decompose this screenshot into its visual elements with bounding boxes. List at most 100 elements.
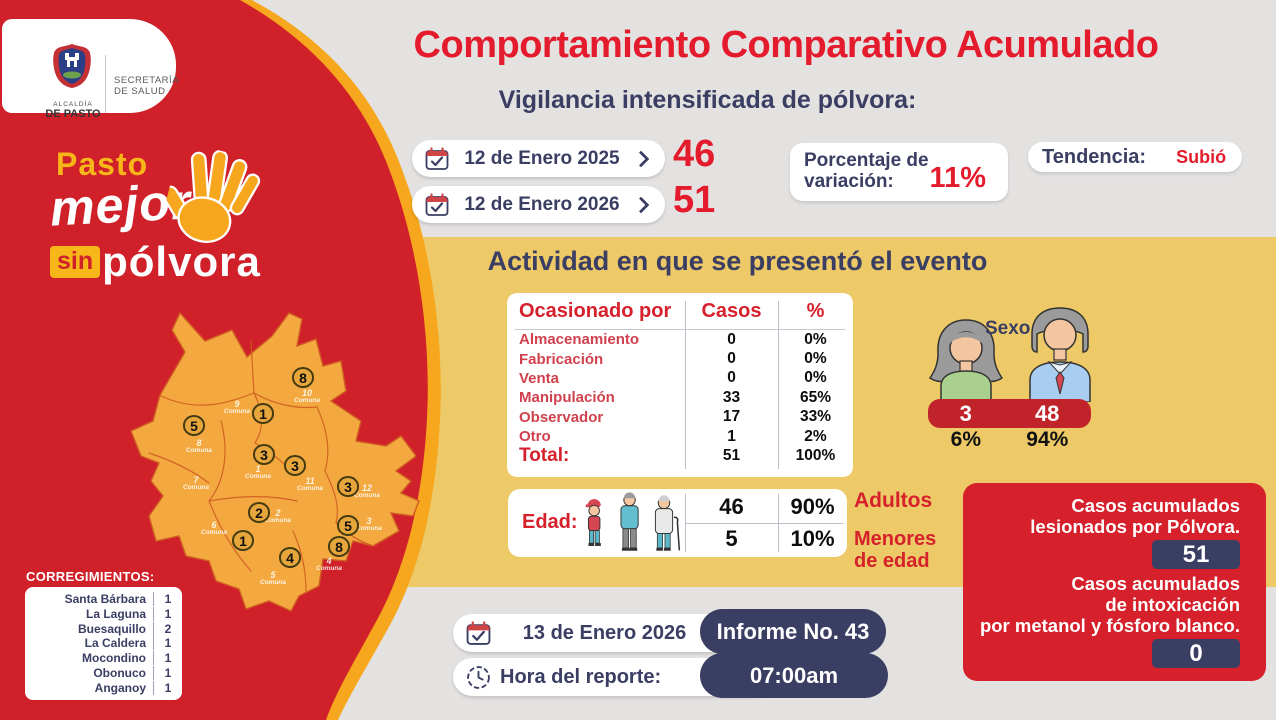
alcaldia-top-text: ALCALDÍA (53, 101, 93, 108)
edad-box: Edad: 46 90% 5 10% (508, 489, 847, 557)
cases-2025-value: 46 (673, 133, 716, 175)
report-number-pill: Informe No. 43 (700, 609, 886, 654)
sexo-label: Sexo (985, 318, 1031, 339)
col-header-ocasionado: Ocasionado por (519, 299, 672, 322)
activity-section-title: Actividad en que se presentó el evento (487, 246, 988, 276)
comuna-label: 6 Comuna (201, 520, 227, 537)
variation-box: Porcentaje de variación: 11% (790, 143, 1008, 201)
minor-pct: 10% (790, 526, 835, 551)
corregimientos-title: CORREGIMIENTOS: (26, 569, 155, 584)
date-2026-label: 12 de Enero 2026 (464, 193, 620, 215)
comuna-label: 9 Comuna (224, 399, 250, 416)
table-divider (778, 301, 779, 469)
date-pill-2025: 12 de Enero 2025 (412, 140, 665, 177)
injured-label: Casos acumulados lesionados por Pólvora. (1030, 495, 1240, 537)
accumulated-cases-box: Casos acumulados lesionados por Pólvora.… (963, 483, 1266, 681)
page-subtitle: Vigilancia intensificada de pólvora: (498, 86, 917, 114)
corregimiento-row: La Laguna 1 (25, 606, 182, 622)
corregimiento-row: La Caldera 1 (25, 636, 182, 651)
cases-2026-value: 51 (673, 179, 716, 221)
table-row: Otro 1 2% (519, 427, 827, 446)
date-pill-2026: 12 de Enero 2026 (412, 186, 665, 223)
comuna-label: 1 Comuna (245, 464, 271, 481)
intoxication-value: 0 (1152, 639, 1240, 668)
female-icon (928, 319, 1004, 402)
edad-divider (685, 523, 843, 524)
variation-value: 11% (929, 162, 986, 194)
comuna-label: 11 Comuna (297, 476, 323, 493)
adult-pct: 90% (790, 494, 835, 519)
sexo-percentages: 6% 94% (928, 428, 1091, 452)
female-pct: 6% (950, 428, 981, 451)
map-case-count-badge: 5 (183, 415, 205, 436)
minors-label: Menores de edad (854, 528, 937, 572)
map-case-count-badge: 8 (292, 367, 314, 388)
map-case-count-badge: 5 (337, 515, 359, 536)
hand-icon (161, 149, 261, 243)
comuna-label: 2 Comuna (265, 508, 291, 525)
comuna-label: 4 Comuna (316, 556, 342, 573)
table-header-divider (515, 329, 845, 330)
calendar-icon (466, 620, 491, 645)
comuna-label: 12 Comuna (354, 483, 380, 500)
campaign-pasto: Pasto (56, 146, 149, 182)
table-row-total: Total: 51 100% (519, 445, 836, 467)
map-case-count-badge: 1 (252, 403, 274, 424)
pasto-crest-icon (53, 44, 91, 88)
adults-label: Adultos (854, 489, 933, 512)
intoxication-label: Casos acumulados de intoxicación por met… (979, 573, 1240, 636)
corregimiento-row: Obonuco 1 (25, 666, 182, 681)
corregimiento-row: Anganoy 1 (25, 680, 182, 695)
corregimiento-row: Santa Bárbara 1 (25, 592, 182, 607)
chevron-right-icon (632, 196, 650, 213)
campaign-sin: sin (50, 246, 101, 278)
campaign-polvora: pólvora (102, 238, 261, 285)
activity-table: Ocasionado por Casos % Almacenamiento 0 0%… (507, 293, 853, 477)
map-case-count-badge: 3 (337, 476, 359, 497)
trend-label: Tendencia: (1042, 145, 1147, 168)
female-count: 3 (959, 400, 972, 426)
ages-icon (585, 492, 681, 551)
alcaldia-bottom-text: DE PASTO (45, 108, 101, 120)
date-2025-label: 12 de Enero 2025 (464, 147, 620, 169)
map-case-count-badge: 1 (232, 530, 254, 551)
sexo-count-bar: 3 48 (928, 399, 1091, 428)
male-count: 48 (1034, 400, 1060, 426)
map-case-count-badge: 3 (284, 455, 306, 476)
map-case-count-badge: 2 (248, 502, 270, 523)
comuna-label: 10 Comuna (294, 388, 320, 405)
table-divider (685, 301, 686, 469)
comuna-label: 3 Comuna (356, 516, 382, 533)
campaign-sin-polvora: sin pólvora (50, 238, 261, 286)
trend-value: Subió (1176, 146, 1227, 167)
comuna-label: 7 Comuna (183, 475, 209, 492)
table-row: Venta 0 0% (519, 369, 827, 387)
corregimientos-list: Santa Bárbara 1 La Laguna 1 Buesaquillo 2 L… (25, 587, 182, 700)
comuna-label: 8 Comuna (186, 438, 212, 455)
report-time-pill-value: 07:00am (700, 653, 888, 698)
trend-pill: Tendencia: Subió (1028, 142, 1242, 172)
table-row: Almacenamiento 0 0% (519, 330, 827, 349)
table-row: Manipulación 33 65% (519, 388, 832, 407)
variation-label: Porcentaje de variación: (804, 150, 929, 192)
adult-count: 46 (719, 494, 744, 519)
report-time-label: Hora del reporte: (500, 665, 662, 688)
minor-count: 5 (725, 526, 738, 551)
corregimiento-row: Mocondino 1 (25, 651, 182, 666)
calendar-icon (425, 146, 449, 170)
corregimiento-row: Buesaquillo 2 (25, 621, 182, 636)
logo-divider (105, 55, 106, 113)
edad-label: Edad: (522, 511, 578, 533)
clock-icon (467, 665, 490, 689)
map-case-count-badge: 8 (328, 536, 350, 557)
table-header-row: Ocasionado por Casos % (507, 293, 853, 329)
map-case-count-badge: 3 (253, 444, 275, 465)
col-header-pct: % (806, 299, 825, 322)
table-row: Fabricación 0 0% (519, 350, 827, 368)
comuna-label: 5 Comuna (260, 570, 286, 587)
male-icon (1029, 307, 1091, 402)
table-body: Almacenamiento 0 0% Fabricación 0 0% Venta 0 0… (507, 330, 853, 466)
col-header-casos: Casos (701, 299, 762, 322)
male-pct: 94% (1026, 428, 1069, 451)
